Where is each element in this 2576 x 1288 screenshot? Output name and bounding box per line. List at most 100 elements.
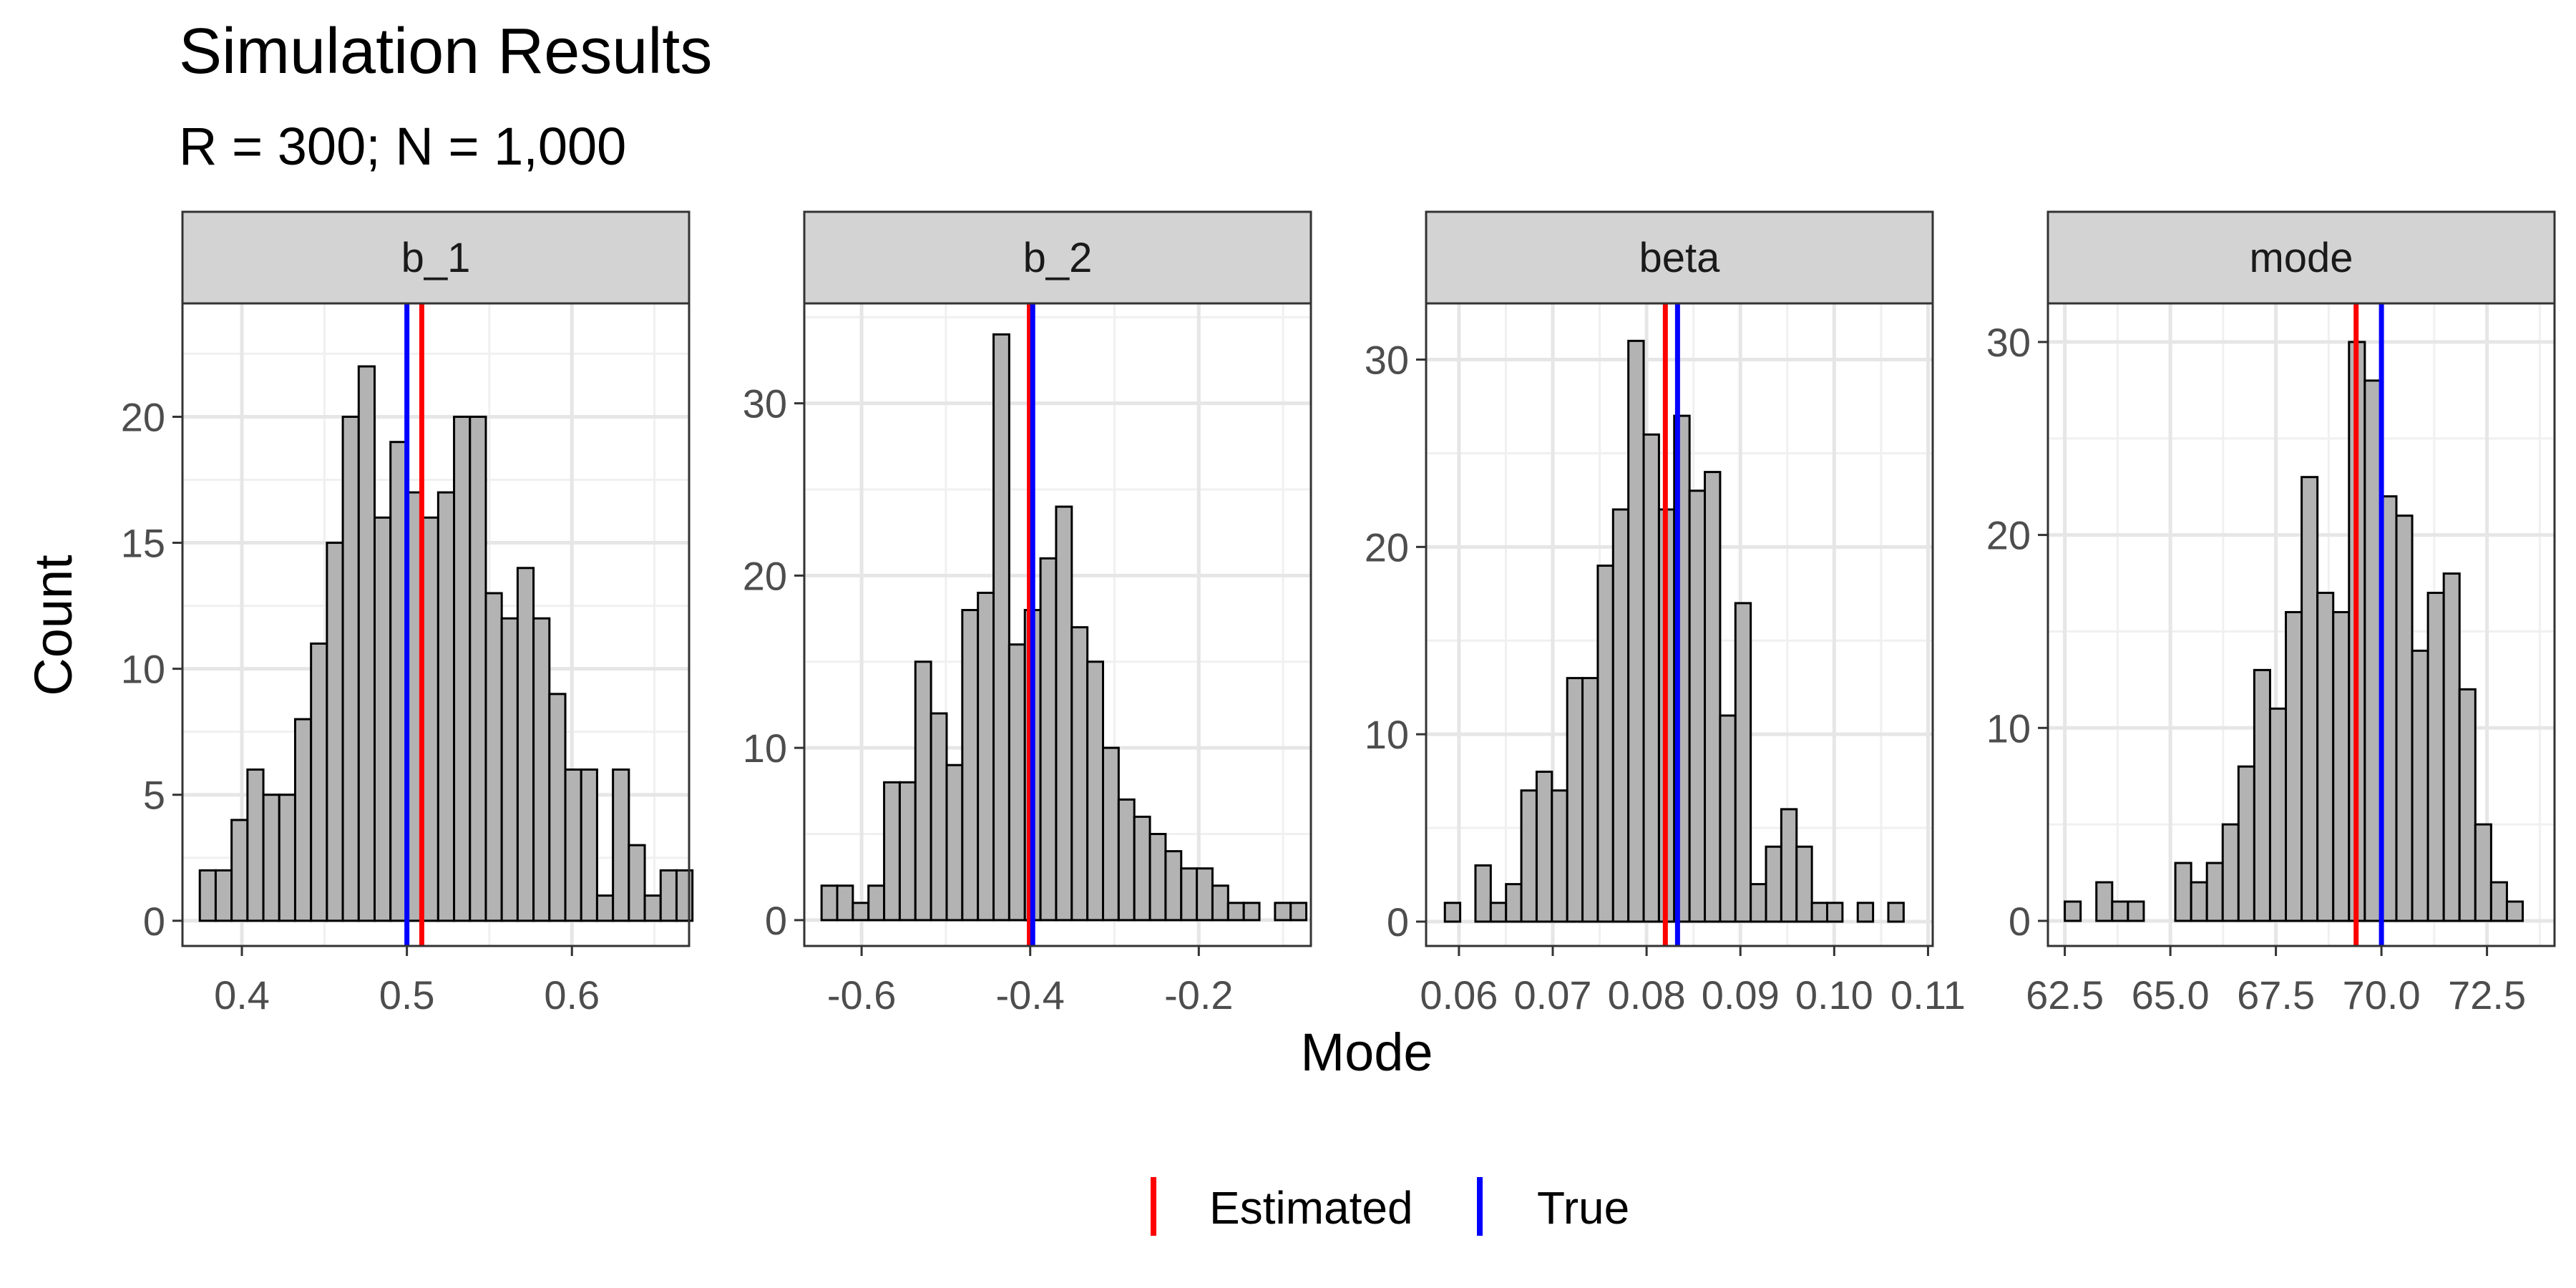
histogram-bar xyxy=(1780,808,1798,923)
y-tick-label: 30 xyxy=(1986,320,2031,365)
facet-strip xyxy=(181,210,691,305)
facet-strip-label: b_1 xyxy=(401,235,471,281)
y-tick-label: 0 xyxy=(765,898,787,943)
histogram-bar xyxy=(930,712,948,922)
histogram-bar xyxy=(2127,900,2145,922)
y-tick-label: 30 xyxy=(743,381,787,426)
histogram-bar xyxy=(1196,867,1214,922)
histogram-bar xyxy=(2221,823,2240,922)
histogram-bar xyxy=(1180,867,1199,922)
panel-border xyxy=(803,302,1312,947)
y-axis-label: Count xyxy=(24,555,83,696)
histogram-bar xyxy=(357,365,376,922)
y-tick-label: 20 xyxy=(743,553,787,598)
histogram-bar xyxy=(1101,746,1120,922)
facet-strip-label: mode xyxy=(2249,235,2353,281)
histogram-bar xyxy=(484,592,503,922)
histogram-bar xyxy=(612,768,630,922)
histogram-bar xyxy=(500,617,519,922)
histogram-bar xyxy=(2316,592,2335,922)
x-tick-label: 72.5 xyxy=(2448,972,2526,1018)
histogram-bar xyxy=(214,869,233,922)
histogram-bar xyxy=(532,617,551,922)
x-tick-label: 0.5 xyxy=(379,972,435,1018)
histogram-bar xyxy=(1810,902,1829,923)
histogram-bar xyxy=(1489,902,1508,923)
histogram-bar xyxy=(278,794,296,922)
x-tick-label: -0.4 xyxy=(995,972,1065,1018)
histogram-bar xyxy=(326,542,344,922)
histogram-bar xyxy=(2442,572,2461,922)
histogram-bar xyxy=(1551,789,1568,923)
histogram-bar xyxy=(1211,884,1229,922)
histogram-bar xyxy=(2426,592,2445,922)
x-tick-label: 62.5 xyxy=(2026,972,2104,1018)
histogram-bar xyxy=(293,718,313,922)
histogram-bar xyxy=(2332,610,2351,922)
x-tick-label: 70.0 xyxy=(2343,972,2421,1018)
histogram-bar xyxy=(2190,881,2208,922)
panel-mode: mode 62.5 65.0 67.5 70.0 72.5 0 10 20 30 xyxy=(1986,210,2556,1018)
histogram-bar xyxy=(628,844,646,922)
panel-border xyxy=(181,302,691,947)
histogram-bar xyxy=(1581,677,1599,923)
y-tick-label: 0 xyxy=(2009,899,2031,944)
histogram-bar xyxy=(1719,714,1737,923)
x-tick-label: 0.08 xyxy=(1608,972,1686,1018)
histogram-bar xyxy=(2111,900,2129,922)
histogram-bar xyxy=(2489,881,2508,922)
histogram-bar xyxy=(1055,505,1073,922)
facet-strip xyxy=(1425,210,1934,305)
facet-strip-label: b_2 xyxy=(1023,235,1093,281)
histogram-bar xyxy=(421,516,439,922)
histogram-bar xyxy=(977,591,995,922)
panel-border xyxy=(1425,302,1934,947)
histogram-bar xyxy=(1226,902,1245,922)
histogram-bar xyxy=(2458,688,2477,922)
histogram-bar xyxy=(643,894,662,922)
x-tick-label: 0.10 xyxy=(1795,972,1873,1018)
x-tick-label: 0.6 xyxy=(544,972,600,1018)
histogram-bar xyxy=(1289,902,1308,922)
y-tick-label: 10 xyxy=(743,726,787,771)
histogram-bar xyxy=(230,819,249,922)
histogram-bar xyxy=(1117,798,1136,922)
y-tick-label: 15 xyxy=(121,521,165,566)
y-tick-label: 10 xyxy=(1365,712,1409,757)
histogram-bar xyxy=(436,491,456,922)
histogram-bar xyxy=(469,415,487,922)
histogram-bar xyxy=(1704,471,1722,923)
x-axis-label: Mode xyxy=(1300,1023,1433,1082)
legend-label-estimated: Estimated xyxy=(1209,1182,1413,1234)
histogram-bar xyxy=(1242,902,1261,922)
histogram-bar xyxy=(2285,610,2303,922)
histogram-bar xyxy=(1148,833,1167,922)
panel-border xyxy=(2046,302,2556,947)
histogram-bar xyxy=(389,441,408,922)
panel-b_1: b_1 0.4 0.5 0.6 0 5 10 15 20 xyxy=(121,210,694,1018)
x-tick-label: 0.06 xyxy=(1420,972,1498,1018)
histogram-bar xyxy=(1856,902,1875,923)
histogram-bar xyxy=(1039,557,1058,922)
histogram-bar xyxy=(852,902,870,922)
histogram-bar xyxy=(1596,565,1614,923)
histogram-bar xyxy=(867,884,886,922)
histogram-bar xyxy=(1566,677,1584,923)
x-tick-label: 65.0 xyxy=(2132,972,2210,1018)
facet-strip xyxy=(2046,210,2556,305)
histogram-bar xyxy=(1505,883,1523,923)
histogram-bar xyxy=(1627,339,1645,923)
histogram-bar xyxy=(1474,864,1492,923)
panel-beta: beta 0.06 0.07 0.08 0.09 0.10 0.11 0 10 20 30 xyxy=(1365,210,1966,1018)
histogram-bar xyxy=(961,609,980,922)
x-tick-label: 0.07 xyxy=(1514,972,1592,1018)
histogram-bar xyxy=(2301,476,2319,922)
panel-b_2: b_2 -0.6 -0.4 -0.2 0 10 20 30 xyxy=(743,210,1312,1018)
y-tick-label: 20 xyxy=(121,394,165,439)
histogram-bar xyxy=(2474,823,2492,922)
y-tick-label: 20 xyxy=(1365,525,1409,570)
histogram-bar xyxy=(898,781,917,922)
histogram-bar xyxy=(516,567,535,922)
histogram-bar xyxy=(2268,707,2288,922)
